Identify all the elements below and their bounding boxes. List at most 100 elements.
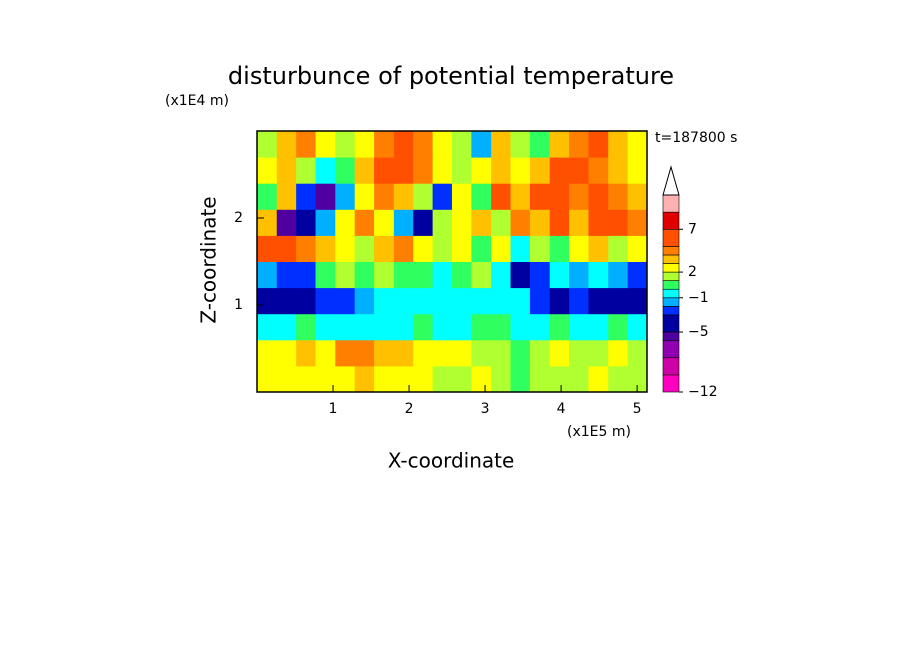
field-cell: [393, 209, 414, 236]
colorbar-segment: [662, 331, 680, 341]
field-cell: [608, 131, 629, 158]
colorbar-segment: [662, 263, 680, 273]
field-cell: [491, 261, 512, 289]
field-cell: [257, 287, 278, 315]
field-cell: [588, 131, 609, 158]
field-cell: [374, 157, 395, 184]
field-cell: [354, 157, 375, 184]
field-cell: [627, 131, 648, 158]
field-cell: [276, 313, 297, 341]
field-cell: [276, 365, 297, 393]
x-unit: (x1E5 m): [567, 424, 631, 440]
field-cell: [471, 261, 492, 289]
field-cell: [276, 209, 297, 236]
field-cell: [510, 339, 531, 367]
field-cell: [315, 235, 336, 262]
field-cell: [549, 313, 570, 341]
colorbar-segment: [662, 254, 680, 264]
field-cell: [276, 287, 297, 315]
field-cell: [627, 209, 648, 236]
field-cell: [588, 209, 609, 236]
field-cell: [335, 365, 356, 393]
field-cell: [276, 339, 297, 367]
field-cell: [257, 261, 278, 289]
field-cell: [257, 131, 278, 158]
field-cell: [569, 313, 589, 341]
field-cell: [276, 131, 297, 158]
field-cell: [432, 235, 453, 262]
field-cell: [491, 365, 512, 393]
field-cell: [393, 365, 414, 393]
field-cell: [315, 209, 336, 236]
field-cell: [432, 183, 453, 210]
field-cell: [608, 157, 629, 184]
field-cell: [432, 157, 453, 184]
field: [257, 131, 648, 393]
field-cell: [296, 131, 317, 158]
field-cell: [608, 209, 629, 236]
field-cell: [276, 183, 297, 210]
field-cell: [296, 287, 317, 315]
field-cell: [588, 287, 609, 315]
field-cell: [529, 261, 551, 289]
field-cell: [393, 183, 414, 210]
field-cell: [510, 287, 531, 315]
colorbar-label: 2: [688, 264, 697, 280]
field-cell: [374, 313, 395, 341]
field-cell: [569, 183, 589, 210]
field-cell: [257, 157, 278, 184]
field-cell: [549, 287, 570, 315]
field-cell: [432, 365, 453, 393]
x-tick-label: 1: [329, 401, 338, 417]
colorbar-label: −12: [688, 384, 718, 400]
field-cell: [335, 261, 356, 289]
field-cell: [627, 313, 648, 341]
field-cell: [413, 157, 434, 184]
field-cell: [393, 261, 414, 289]
field-cell: [432, 209, 453, 236]
field-cell: [354, 209, 375, 236]
field-cell: [335, 313, 356, 341]
field-cell: [452, 157, 472, 184]
field-cell: [608, 235, 629, 262]
field-cell: [452, 287, 472, 315]
field-cell: [374, 365, 395, 393]
field-cell: [413, 235, 434, 262]
colorbar-segment: [662, 228, 680, 247]
field-cell: [393, 235, 414, 262]
field-cell: [374, 339, 395, 367]
field-cell: [471, 183, 492, 210]
field-cell: [393, 157, 414, 184]
y-tick-label: 1: [234, 297, 243, 313]
y-axis-label: Z-coordinate: [197, 196, 221, 323]
field-cell: [452, 235, 472, 262]
field-cell: [413, 287, 434, 315]
field-cell: [315, 183, 336, 210]
field-cell: [276, 157, 297, 184]
field-cell: [549, 209, 570, 236]
field-cell: [588, 261, 609, 289]
field-cell: [549, 131, 570, 158]
field-cell: [413, 339, 434, 367]
field-cell: [413, 313, 434, 341]
field-cell: [374, 131, 395, 158]
field-cell: [335, 339, 356, 367]
field-cell: [627, 183, 648, 210]
field-cell: [413, 365, 434, 393]
field-cell: [529, 209, 551, 236]
field-cell: [569, 365, 589, 393]
colorbar-segment: [662, 194, 680, 213]
field-cell: [257, 183, 278, 210]
field-cell: [296, 183, 317, 210]
field-cell: [608, 313, 629, 341]
field-cell: [276, 235, 297, 262]
field-cell: [413, 183, 434, 210]
field-cell: [452, 339, 472, 367]
field-cell: [471, 157, 492, 184]
field-cell: [296, 365, 317, 393]
field-cell: [354, 261, 375, 289]
colorbar-label: −1: [688, 290, 709, 306]
field-cell: [374, 209, 395, 236]
field-cell: [432, 131, 453, 158]
